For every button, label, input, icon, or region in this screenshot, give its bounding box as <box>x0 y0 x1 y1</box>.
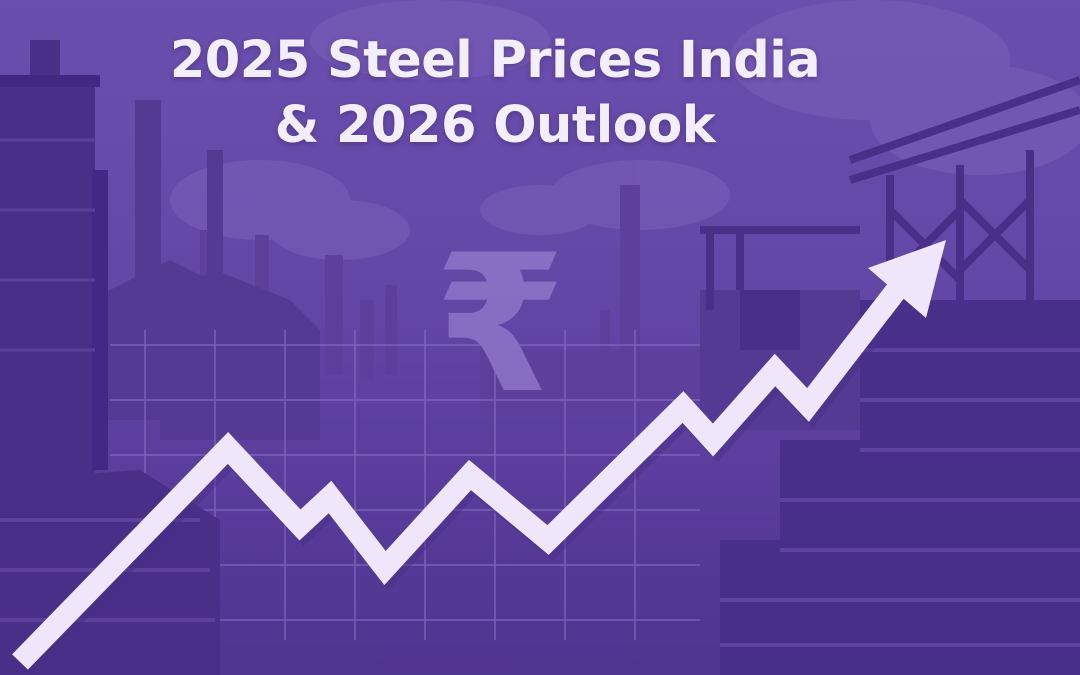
arrow-head-icon <box>868 240 946 318</box>
steel-stack-silhouettes <box>720 300 1080 675</box>
trend-arrow <box>12 240 946 675</box>
steel-stack-lines <box>720 348 1080 647</box>
mid-factory-silhouettes <box>90 100 860 440</box>
tower-bands <box>0 138 95 352</box>
page-title: 2025 Steel Prices India & 2026 Outlook <box>0 28 990 158</box>
title-line-1: 2025 Steel Prices India <box>169 31 821 90</box>
rupee-icon: ₹ <box>434 214 566 435</box>
title-line-2: & 2026 Outlook <box>274 96 716 155</box>
left-tower-silhouette <box>0 40 108 500</box>
